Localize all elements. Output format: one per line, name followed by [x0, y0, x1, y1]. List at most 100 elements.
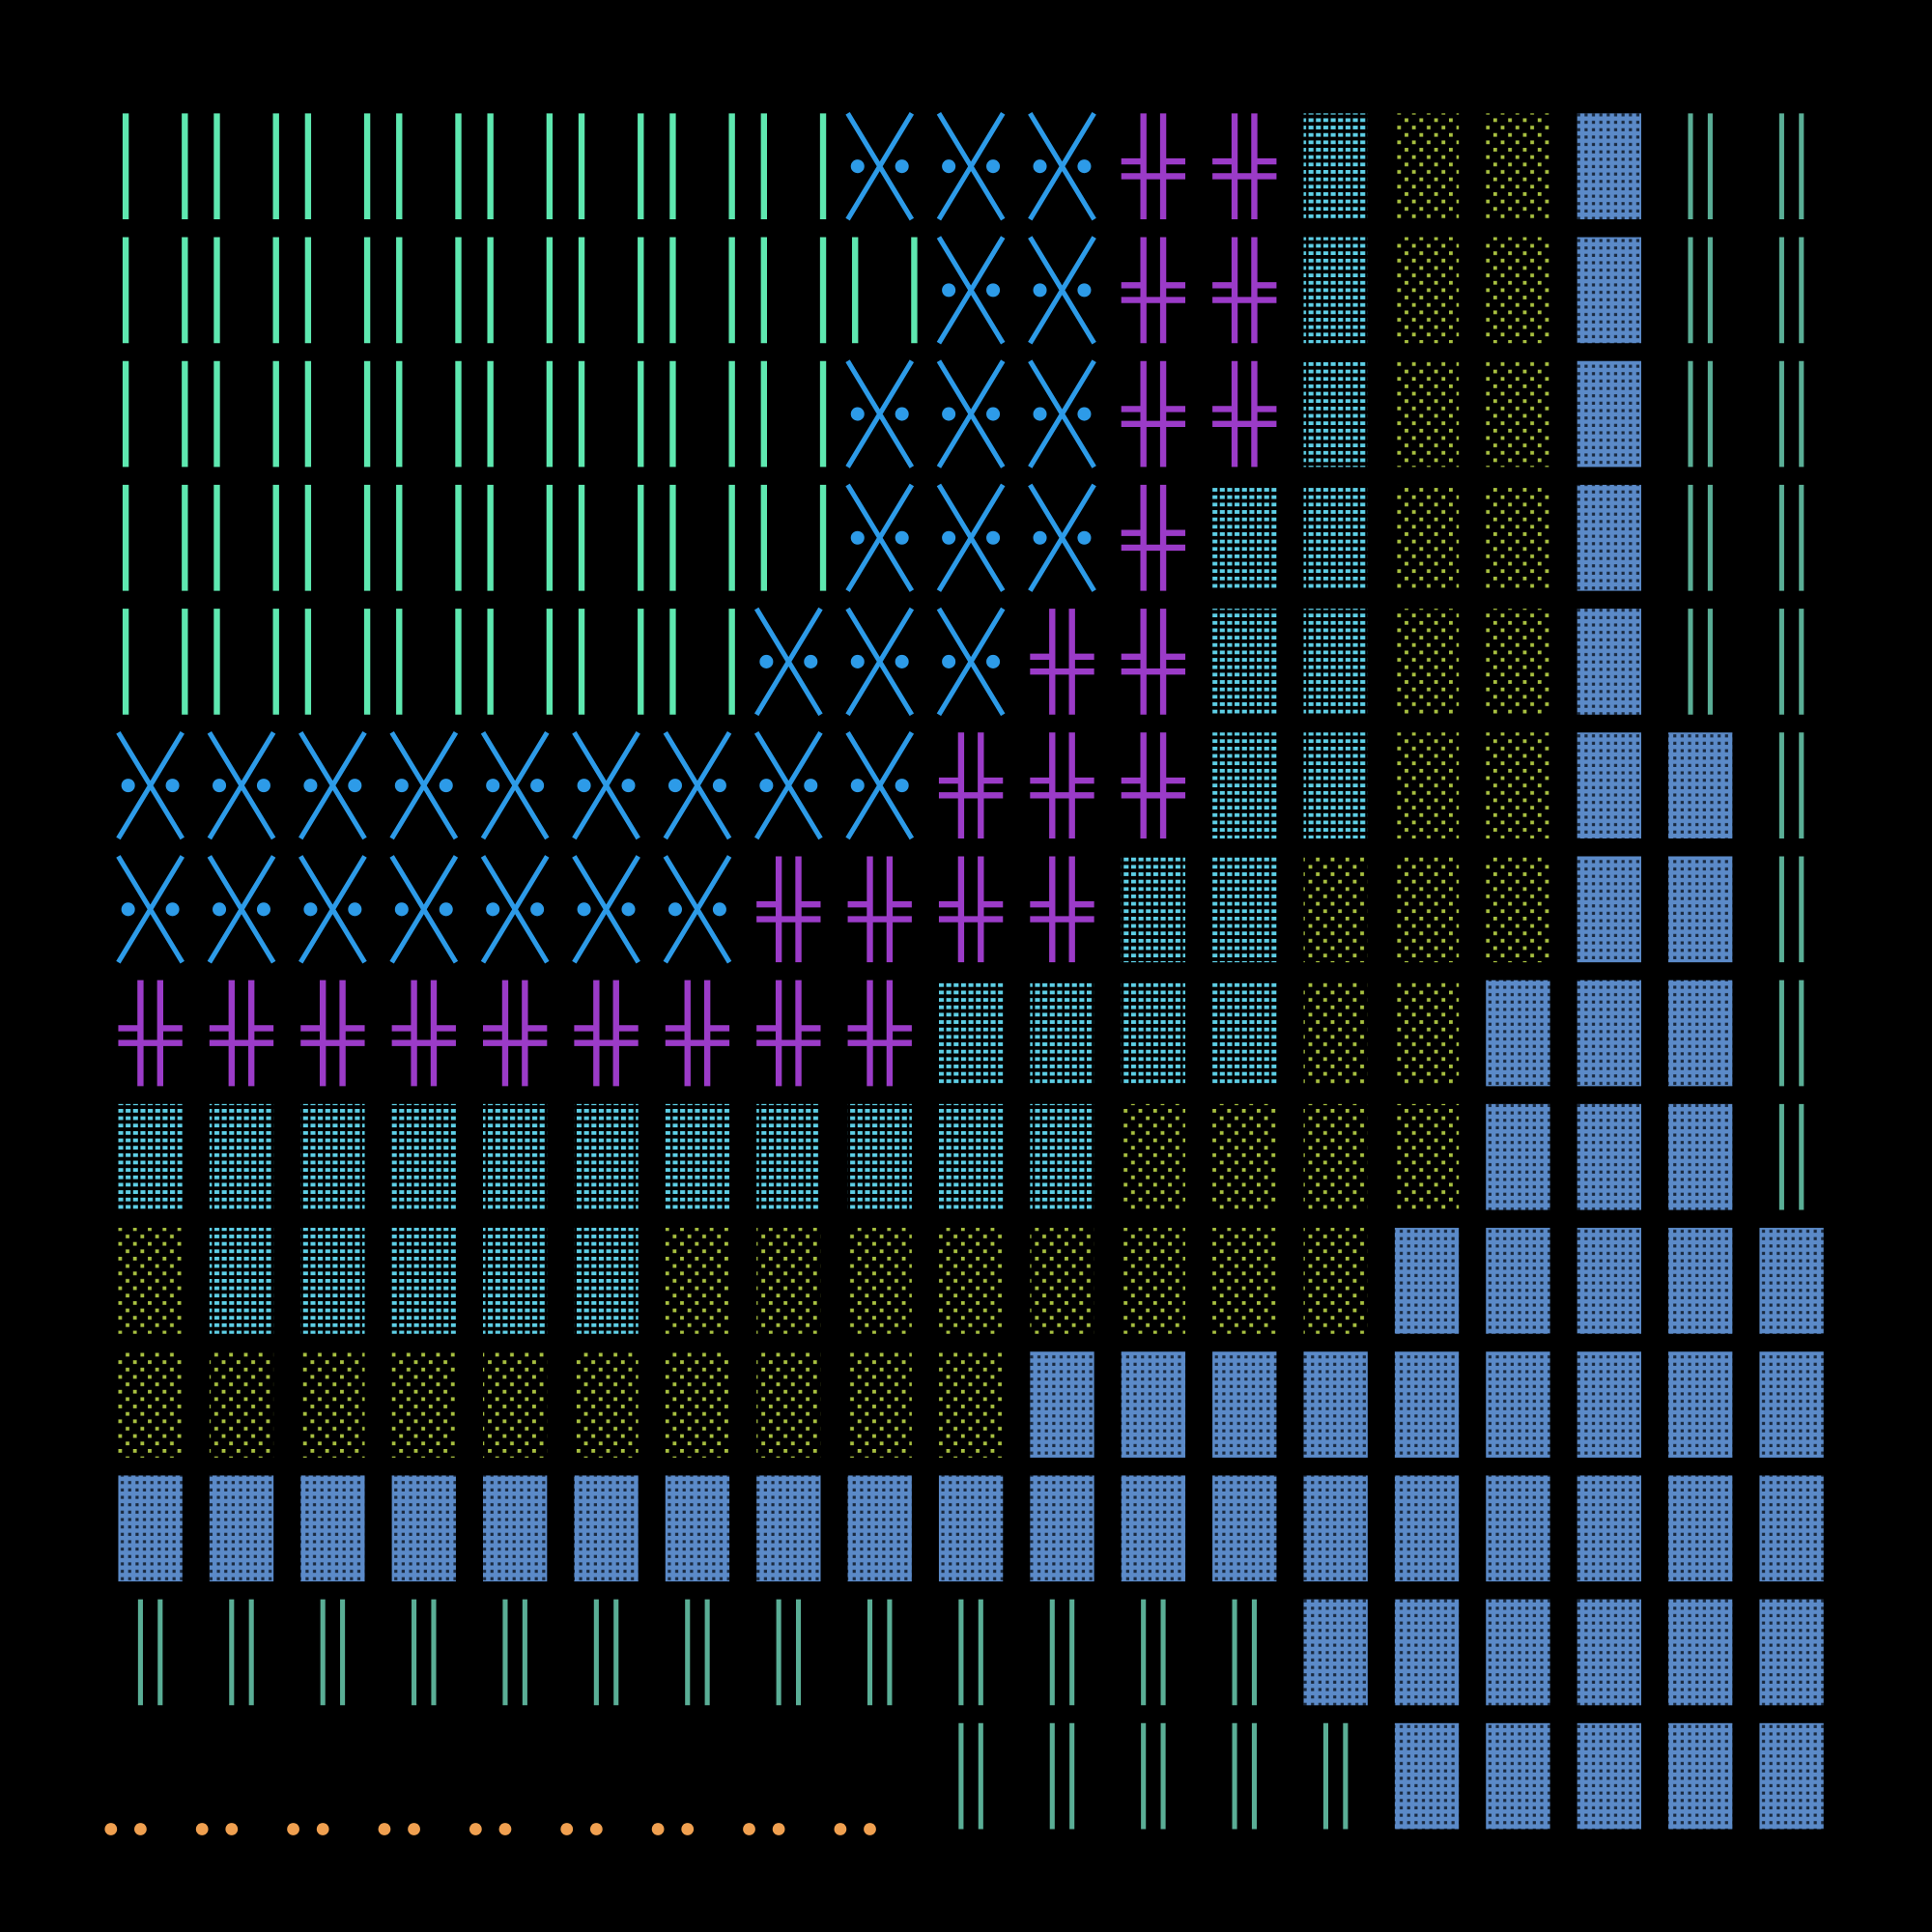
blue-block — [1577, 732, 1641, 838]
blue-cross — [845, 359, 915, 469]
blue-cross — [663, 855, 732, 964]
olive-dot-block — [1121, 1228, 1186, 1334]
blue-dot — [986, 530, 1001, 545]
olive-dot-block — [1303, 980, 1368, 1087]
olive-dot-block — [938, 1228, 1004, 1334]
cyan-dot-block — [756, 1103, 821, 1210]
olive-dot-block — [847, 1228, 912, 1334]
blue-block — [1668, 980, 1733, 1087]
olive-dot-block — [1394, 609, 1460, 715]
orange-dot — [743, 1823, 755, 1835]
blue-dot — [895, 779, 909, 793]
blue-dot — [394, 779, 409, 793]
blue-dot — [986, 407, 1001, 421]
blue-dot — [486, 779, 500, 793]
blue-block — [483, 1475, 548, 1582]
blue-cross — [753, 607, 823, 717]
blue-block — [1577, 856, 1641, 963]
blue-block — [1759, 1599, 1824, 1706]
cyan-dot-block — [1212, 980, 1277, 1087]
blue-cross — [1028, 483, 1096, 592]
blue-block — [391, 1475, 456, 1582]
blue-block — [1303, 1475, 1368, 1582]
cyan-dot-block — [1030, 980, 1094, 1087]
blue-block — [1577, 609, 1641, 715]
blue-block — [1394, 1351, 1460, 1458]
blue-dot — [850, 407, 865, 421]
blue-block — [1668, 1351, 1733, 1458]
blue-dot — [986, 654, 1001, 668]
blue-block — [1486, 1351, 1550, 1458]
cyan-dot-block — [1212, 484, 1277, 591]
blue-block — [1668, 856, 1733, 963]
cyan-dot-block — [665, 1103, 730, 1210]
olive-dot-block — [1486, 609, 1550, 715]
cyan-dot-block — [938, 980, 1004, 1087]
cyan-dot-block — [938, 1103, 1004, 1210]
cyan-dot-block — [118, 1103, 183, 1210]
blue-cross — [936, 483, 1006, 592]
orange-dot — [498, 1823, 512, 1835]
cyan-dot-block — [1212, 856, 1277, 963]
blue-block — [1577, 1475, 1641, 1582]
olive-dot-block — [1212, 1103, 1277, 1210]
blue-dot — [942, 530, 956, 545]
blue-block — [574, 1475, 639, 1582]
blue-block — [1030, 1475, 1094, 1582]
blue-block — [1668, 1228, 1733, 1334]
blue-block — [1030, 1351, 1094, 1458]
olive-dot-block — [1394, 856, 1460, 963]
blue-block — [665, 1475, 730, 1582]
blue-dot — [895, 530, 909, 545]
cyan-dot-block — [574, 1228, 639, 1334]
olive-dot-block — [1394, 113, 1460, 220]
orange-dot — [681, 1823, 695, 1835]
blue-cross — [298, 730, 367, 840]
blue-cross — [845, 483, 915, 592]
blue-dot — [165, 902, 180, 917]
blue-block — [1486, 1228, 1550, 1334]
blue-cross — [389, 855, 459, 964]
blue-dot — [348, 779, 362, 793]
cyan-dot-block — [574, 1103, 639, 1210]
olive-dot-block — [1303, 1228, 1368, 1334]
blue-dot — [942, 654, 956, 668]
olive-dot-block — [1121, 1103, 1186, 1210]
cyan-dot-block — [1303, 113, 1368, 220]
blue-dot — [530, 902, 545, 917]
blue-cross — [389, 730, 459, 840]
blue-cross — [663, 730, 732, 840]
blue-cross — [1028, 236, 1096, 345]
blue-cross — [298, 855, 367, 964]
cyan-dot-block — [1303, 609, 1368, 715]
blue-block — [1668, 1599, 1733, 1706]
blue-cross — [572, 855, 640, 964]
blue-dot — [1033, 159, 1047, 174]
orange-dot — [589, 1823, 603, 1835]
blue-block — [1577, 1599, 1641, 1706]
blue-dot — [895, 654, 909, 668]
blue-dot — [850, 530, 865, 545]
orange-dot — [469, 1823, 482, 1835]
blue-dot — [712, 779, 726, 793]
blue-dot — [804, 654, 818, 668]
blue-dot — [986, 283, 1001, 298]
cyan-dot-block — [1212, 609, 1277, 715]
blue-dot — [668, 779, 682, 793]
olive-dot-block — [1486, 360, 1550, 468]
blue-dot — [486, 902, 500, 917]
blue-block — [1668, 1722, 1733, 1830]
blue-block — [1577, 360, 1641, 468]
cyan-dot-block — [483, 1103, 548, 1210]
olive-dot-block — [1394, 1103, 1460, 1210]
cyan-dot-block — [1121, 856, 1186, 963]
blue-dot — [759, 654, 774, 668]
olive-dot-block — [391, 1351, 456, 1458]
olive-dot-block — [1486, 113, 1550, 220]
blue-cross — [207, 855, 276, 964]
blue-dot — [256, 902, 270, 917]
blue-block — [1394, 1228, 1460, 1334]
blue-block — [1577, 484, 1641, 591]
blue-cross — [936, 236, 1006, 345]
